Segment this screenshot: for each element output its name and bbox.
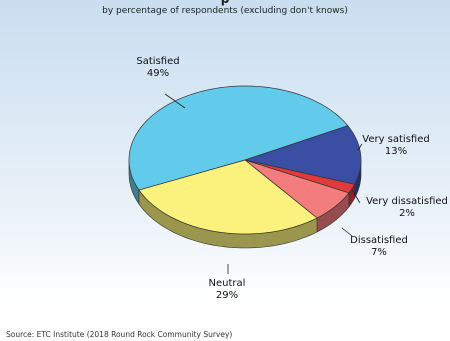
leader-very-dissatisfied [351, 189, 361, 204]
pie-slice-neutral [138, 159, 318, 235]
leader-satisfied [164, 93, 186, 109]
chart-source: Source: ETC Institute (2018 Round Rock C… [6, 330, 233, 339]
label-leaders [164, 93, 363, 274]
slice-label-very-dissatisfied: Very dissatisfied [366, 196, 448, 207]
slice-value-dissatisfied: 7% [371, 247, 387, 258]
pie-slice-very-satisfied [243, 125, 362, 185]
slice-label-satisfied: Satisfied [136, 56, 179, 67]
leader-dissatisfied [341, 227, 353, 237]
pie-slice-very-dissatisfied [244, 159, 356, 194]
pie-slices [128, 85, 362, 235]
pie-slice-satisfied [128, 85, 349, 191]
slice-value-very-satisfied: 13% [385, 146, 407, 157]
slice-value-neutral: 29% [216, 290, 238, 301]
slice-label-dissatisfied: Dissatisfied [350, 235, 408, 246]
leader-very-satisfied [357, 143, 363, 151]
slice-label-neutral: Neutral [209, 278, 246, 289]
chart-subtitle: by percentage of respondents (excluding … [102, 6, 348, 16]
slice-value-satisfied: 49% [147, 68, 169, 79]
slice-label-very-satisfied: Very satisfied [362, 134, 429, 145]
pie-slice-dissatisfied [244, 159, 350, 219]
chart-title-fragment: p [0, 0, 450, 6]
slice-value-very-dissatisfied: 2% [399, 208, 415, 219]
